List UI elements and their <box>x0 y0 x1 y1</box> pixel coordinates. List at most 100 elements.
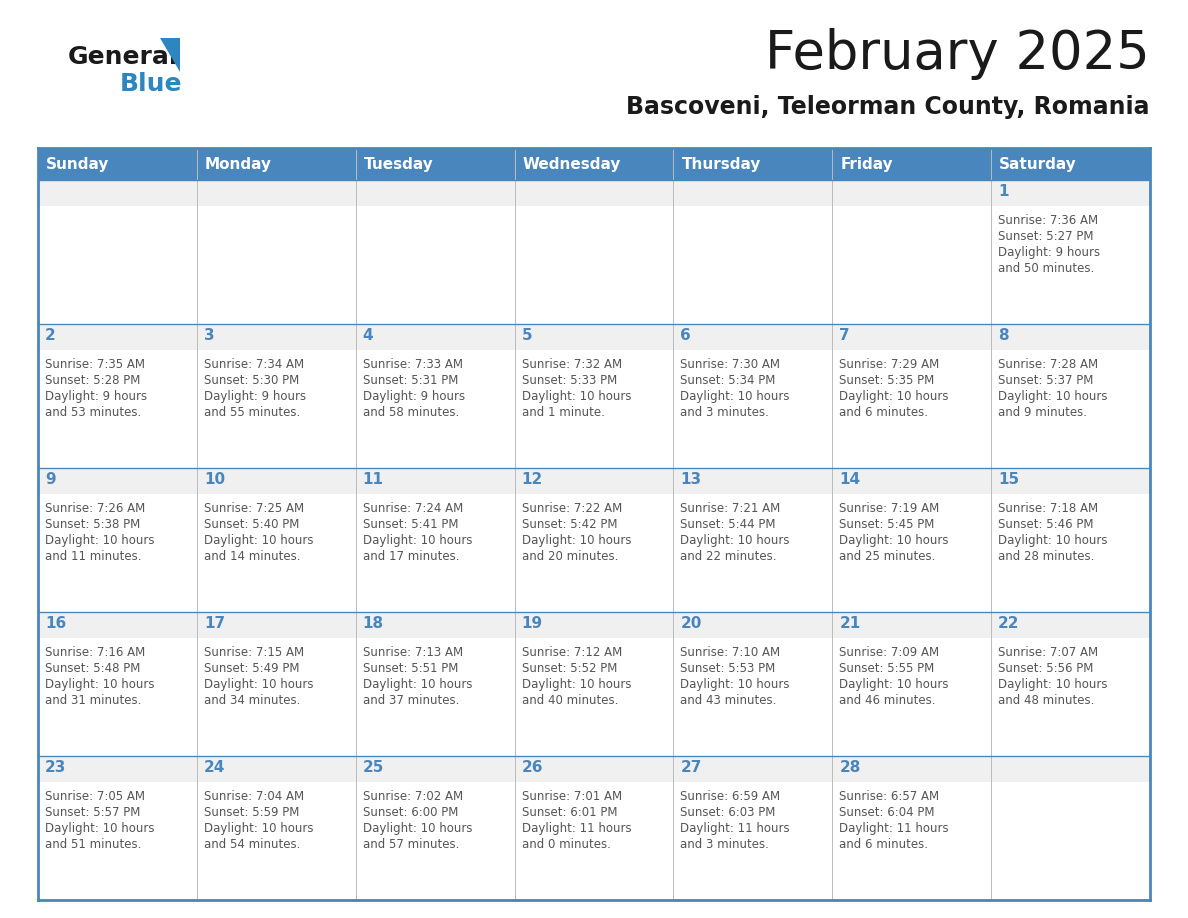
Text: and 40 minutes.: and 40 minutes. <box>522 694 618 707</box>
Text: Sunset: 5:42 PM: Sunset: 5:42 PM <box>522 518 617 531</box>
Bar <box>991 756 1150 900</box>
Text: Daylight: 10 hours: Daylight: 10 hours <box>45 534 154 547</box>
Bar <box>38 206 197 324</box>
Bar <box>38 180 197 324</box>
Text: Friday: Friday <box>840 156 893 172</box>
Text: 9: 9 <box>45 472 56 487</box>
Bar <box>514 782 674 900</box>
Text: Sunrise: 7:10 AM: Sunrise: 7:10 AM <box>681 646 781 659</box>
Bar <box>991 782 1150 900</box>
Text: Sunset: 5:31 PM: Sunset: 5:31 PM <box>362 374 459 387</box>
Text: and 57 minutes.: and 57 minutes. <box>362 838 459 851</box>
Text: Saturday: Saturday <box>999 156 1076 172</box>
Text: Sunrise: 7:34 AM: Sunrise: 7:34 AM <box>204 358 304 371</box>
Text: and 22 minutes.: and 22 minutes. <box>681 550 777 563</box>
Bar <box>833 638 991 756</box>
Text: and 9 minutes.: and 9 minutes. <box>998 406 1087 419</box>
Text: Daylight: 10 hours: Daylight: 10 hours <box>362 534 472 547</box>
Bar <box>514 206 674 324</box>
Bar <box>355 206 514 324</box>
Text: and 3 minutes.: and 3 minutes. <box>681 838 770 851</box>
Text: Sunset: 5:59 PM: Sunset: 5:59 PM <box>204 806 299 819</box>
Text: 13: 13 <box>681 472 702 487</box>
Text: Sunset: 6:03 PM: Sunset: 6:03 PM <box>681 806 776 819</box>
Text: 15: 15 <box>998 472 1019 487</box>
Text: 24: 24 <box>204 760 226 775</box>
Text: Sunrise: 7:04 AM: Sunrise: 7:04 AM <box>204 790 304 803</box>
Text: Daylight: 10 hours: Daylight: 10 hours <box>204 822 314 835</box>
Text: and 48 minutes.: and 48 minutes. <box>998 694 1094 707</box>
Bar <box>514 756 674 900</box>
Bar <box>833 494 991 612</box>
Text: 10: 10 <box>204 472 225 487</box>
Bar <box>674 638 833 756</box>
Bar <box>38 494 197 612</box>
Text: and 58 minutes.: and 58 minutes. <box>362 406 459 419</box>
Text: Sunrise: 7:21 AM: Sunrise: 7:21 AM <box>681 502 781 515</box>
Text: Daylight: 10 hours: Daylight: 10 hours <box>522 390 631 403</box>
Text: and 51 minutes.: and 51 minutes. <box>45 838 141 851</box>
Text: Sunset: 5:30 PM: Sunset: 5:30 PM <box>204 374 299 387</box>
Bar <box>674 782 833 900</box>
Text: Sunrise: 6:57 AM: Sunrise: 6:57 AM <box>839 790 940 803</box>
Bar <box>355 612 514 756</box>
Text: Sunrise: 7:28 AM: Sunrise: 7:28 AM <box>998 358 1098 371</box>
Bar <box>197 782 355 900</box>
Text: Daylight: 10 hours: Daylight: 10 hours <box>362 822 472 835</box>
Text: Sunset: 5:38 PM: Sunset: 5:38 PM <box>45 518 140 531</box>
Text: Sunset: 5:53 PM: Sunset: 5:53 PM <box>681 662 776 675</box>
Bar <box>355 638 514 756</box>
Text: and 43 minutes.: and 43 minutes. <box>681 694 777 707</box>
Text: Sunset: 6:04 PM: Sunset: 6:04 PM <box>839 806 935 819</box>
Text: Sunset: 5:45 PM: Sunset: 5:45 PM <box>839 518 935 531</box>
Text: Sunset: 5:56 PM: Sunset: 5:56 PM <box>998 662 1093 675</box>
Text: Daylight: 10 hours: Daylight: 10 hours <box>998 534 1107 547</box>
Text: Daylight: 9 hours: Daylight: 9 hours <box>45 390 147 403</box>
Text: 11: 11 <box>362 472 384 487</box>
Bar <box>355 180 514 324</box>
Text: 1: 1 <box>998 184 1009 199</box>
Text: Daylight: 10 hours: Daylight: 10 hours <box>839 678 949 691</box>
Text: Sunrise: 7:25 AM: Sunrise: 7:25 AM <box>204 502 304 515</box>
Text: and 55 minutes.: and 55 minutes. <box>204 406 301 419</box>
Text: Daylight: 10 hours: Daylight: 10 hours <box>204 678 314 691</box>
Text: Daylight: 9 hours: Daylight: 9 hours <box>204 390 307 403</box>
Text: Daylight: 11 hours: Daylight: 11 hours <box>681 822 790 835</box>
Bar <box>514 468 674 612</box>
Bar <box>991 468 1150 612</box>
Bar <box>514 180 674 324</box>
Bar <box>355 350 514 468</box>
Bar <box>674 324 833 468</box>
Text: Sunrise: 7:05 AM: Sunrise: 7:05 AM <box>45 790 145 803</box>
Bar <box>197 756 355 900</box>
Text: 7: 7 <box>839 328 849 343</box>
Bar <box>38 612 197 756</box>
Bar <box>355 468 514 612</box>
Bar <box>674 180 833 324</box>
Text: Daylight: 10 hours: Daylight: 10 hours <box>839 534 949 547</box>
Text: Sunset: 5:35 PM: Sunset: 5:35 PM <box>839 374 935 387</box>
Bar <box>674 206 833 324</box>
Text: and 20 minutes.: and 20 minutes. <box>522 550 618 563</box>
Text: Daylight: 10 hours: Daylight: 10 hours <box>522 534 631 547</box>
Bar <box>197 468 355 612</box>
Text: Daylight: 11 hours: Daylight: 11 hours <box>522 822 631 835</box>
Bar <box>674 756 833 900</box>
Bar <box>355 494 514 612</box>
Bar <box>197 350 355 468</box>
Text: Sunrise: 6:59 AM: Sunrise: 6:59 AM <box>681 790 781 803</box>
Bar <box>833 324 991 468</box>
Text: and 28 minutes.: and 28 minutes. <box>998 550 1094 563</box>
Text: Sunrise: 7:07 AM: Sunrise: 7:07 AM <box>998 646 1098 659</box>
Text: and 6 minutes.: and 6 minutes. <box>839 838 928 851</box>
Text: Bascoveni, Teleorman County, Romania: Bascoveni, Teleorman County, Romania <box>626 95 1150 119</box>
Text: Sunset: 5:46 PM: Sunset: 5:46 PM <box>998 518 1094 531</box>
Bar <box>197 638 355 756</box>
Bar <box>355 324 514 468</box>
Bar <box>38 350 197 468</box>
Text: Sunrise: 7:01 AM: Sunrise: 7:01 AM <box>522 790 621 803</box>
Text: Sunrise: 7:32 AM: Sunrise: 7:32 AM <box>522 358 621 371</box>
Text: Sunrise: 7:33 AM: Sunrise: 7:33 AM <box>362 358 462 371</box>
Text: 18: 18 <box>362 616 384 631</box>
Text: 22: 22 <box>998 616 1019 631</box>
